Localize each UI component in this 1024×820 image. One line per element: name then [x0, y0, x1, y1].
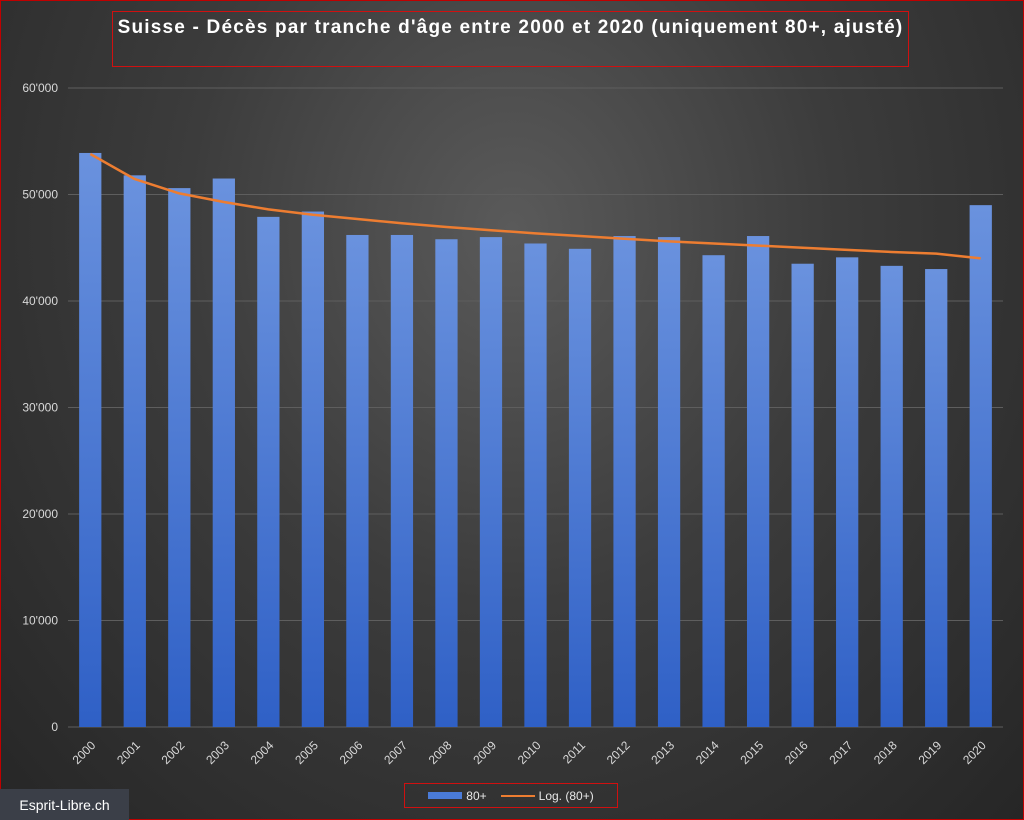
x-tick-label: 2008	[426, 738, 455, 767]
y-axis-ticks: 0 10'000 20'000 30'000 40'000 50'000 60'000	[22, 81, 58, 734]
legend-item-bars: 80+	[428, 788, 487, 803]
x-tick-label: 2004	[248, 738, 277, 767]
trendline-path	[89, 152, 981, 260]
bar	[925, 269, 948, 727]
x-tick-label: 2010	[515, 738, 544, 767]
legend-label-bars: 80+	[466, 788, 487, 803]
x-tick-label: 2001	[114, 738, 143, 767]
chart-title: Suisse - Décès par tranche d'âge entre 2…	[112, 11, 909, 67]
x-tick-label: 2014	[693, 738, 722, 767]
bar	[702, 255, 725, 727]
bar	[836, 257, 859, 727]
x-tick-label: 2002	[159, 738, 188, 767]
bar	[568, 248, 592, 727]
bar	[168, 188, 191, 728]
y-tick-label: 10'000	[22, 614, 58, 628]
y-tick-label: 40'000	[22, 294, 58, 308]
legend-line-swatch	[500, 794, 535, 797]
bar	[524, 243, 547, 728]
x-tick-label: 2015	[737, 738, 766, 767]
bar	[123, 175, 146, 727]
bar	[479, 237, 503, 727]
x-tick-label: 2013	[648, 738, 677, 767]
y-tick-label: 20'000	[22, 507, 58, 521]
x-tick-label: 2019	[916, 738, 945, 767]
bar	[435, 239, 458, 728]
watermark: Esprit-Libre.ch	[0, 789, 129, 820]
bar	[390, 234, 414, 727]
x-tick-label: 2020	[960, 738, 989, 767]
legend-item-trend: Log. (80+)	[500, 788, 594, 803]
y-tick-label: 30'000	[22, 401, 58, 415]
bars	[79, 152, 992, 728]
bar	[613, 236, 636, 727]
bar	[79, 152, 102, 728]
x-tick-label: 2005	[292, 738, 321, 767]
bar	[657, 237, 681, 727]
x-tick-label: 2016	[782, 738, 811, 767]
x-axis-ticks: 2000 2001 2002 2003 2004 2005 2006 2007 2008 2009…	[70, 738, 989, 767]
bar	[746, 236, 770, 727]
bar	[212, 178, 235, 727]
y-tick-label: 0	[51, 720, 58, 734]
trendline	[89, 152, 981, 260]
x-tick-label: 2009	[470, 738, 499, 767]
x-tick-label: 2012	[604, 738, 633, 767]
x-tick-label: 2017	[827, 738, 856, 767]
bar	[301, 211, 325, 728]
bar	[791, 263, 814, 727]
x-tick-label: 2007	[381, 738, 410, 767]
x-tick-label: 2011	[560, 738, 588, 766]
bar	[969, 205, 992, 727]
legend-label-trend: Log. (80+)	[538, 788, 594, 803]
bar	[346, 234, 369, 727]
x-tick-label: 2006	[337, 738, 366, 767]
x-tick-label: 2000	[70, 738, 99, 767]
x-tick-label: 2003	[203, 738, 232, 767]
x-tick-label: 2018	[871, 738, 900, 767]
legend: 80+ Log. (80+)	[404, 783, 618, 808]
y-tick-label: 50'000	[22, 188, 58, 202]
y-tick-label: 60'000	[22, 81, 58, 95]
bar	[880, 265, 903, 727]
legend-bar-swatch	[428, 792, 463, 799]
bar	[257, 216, 280, 728]
